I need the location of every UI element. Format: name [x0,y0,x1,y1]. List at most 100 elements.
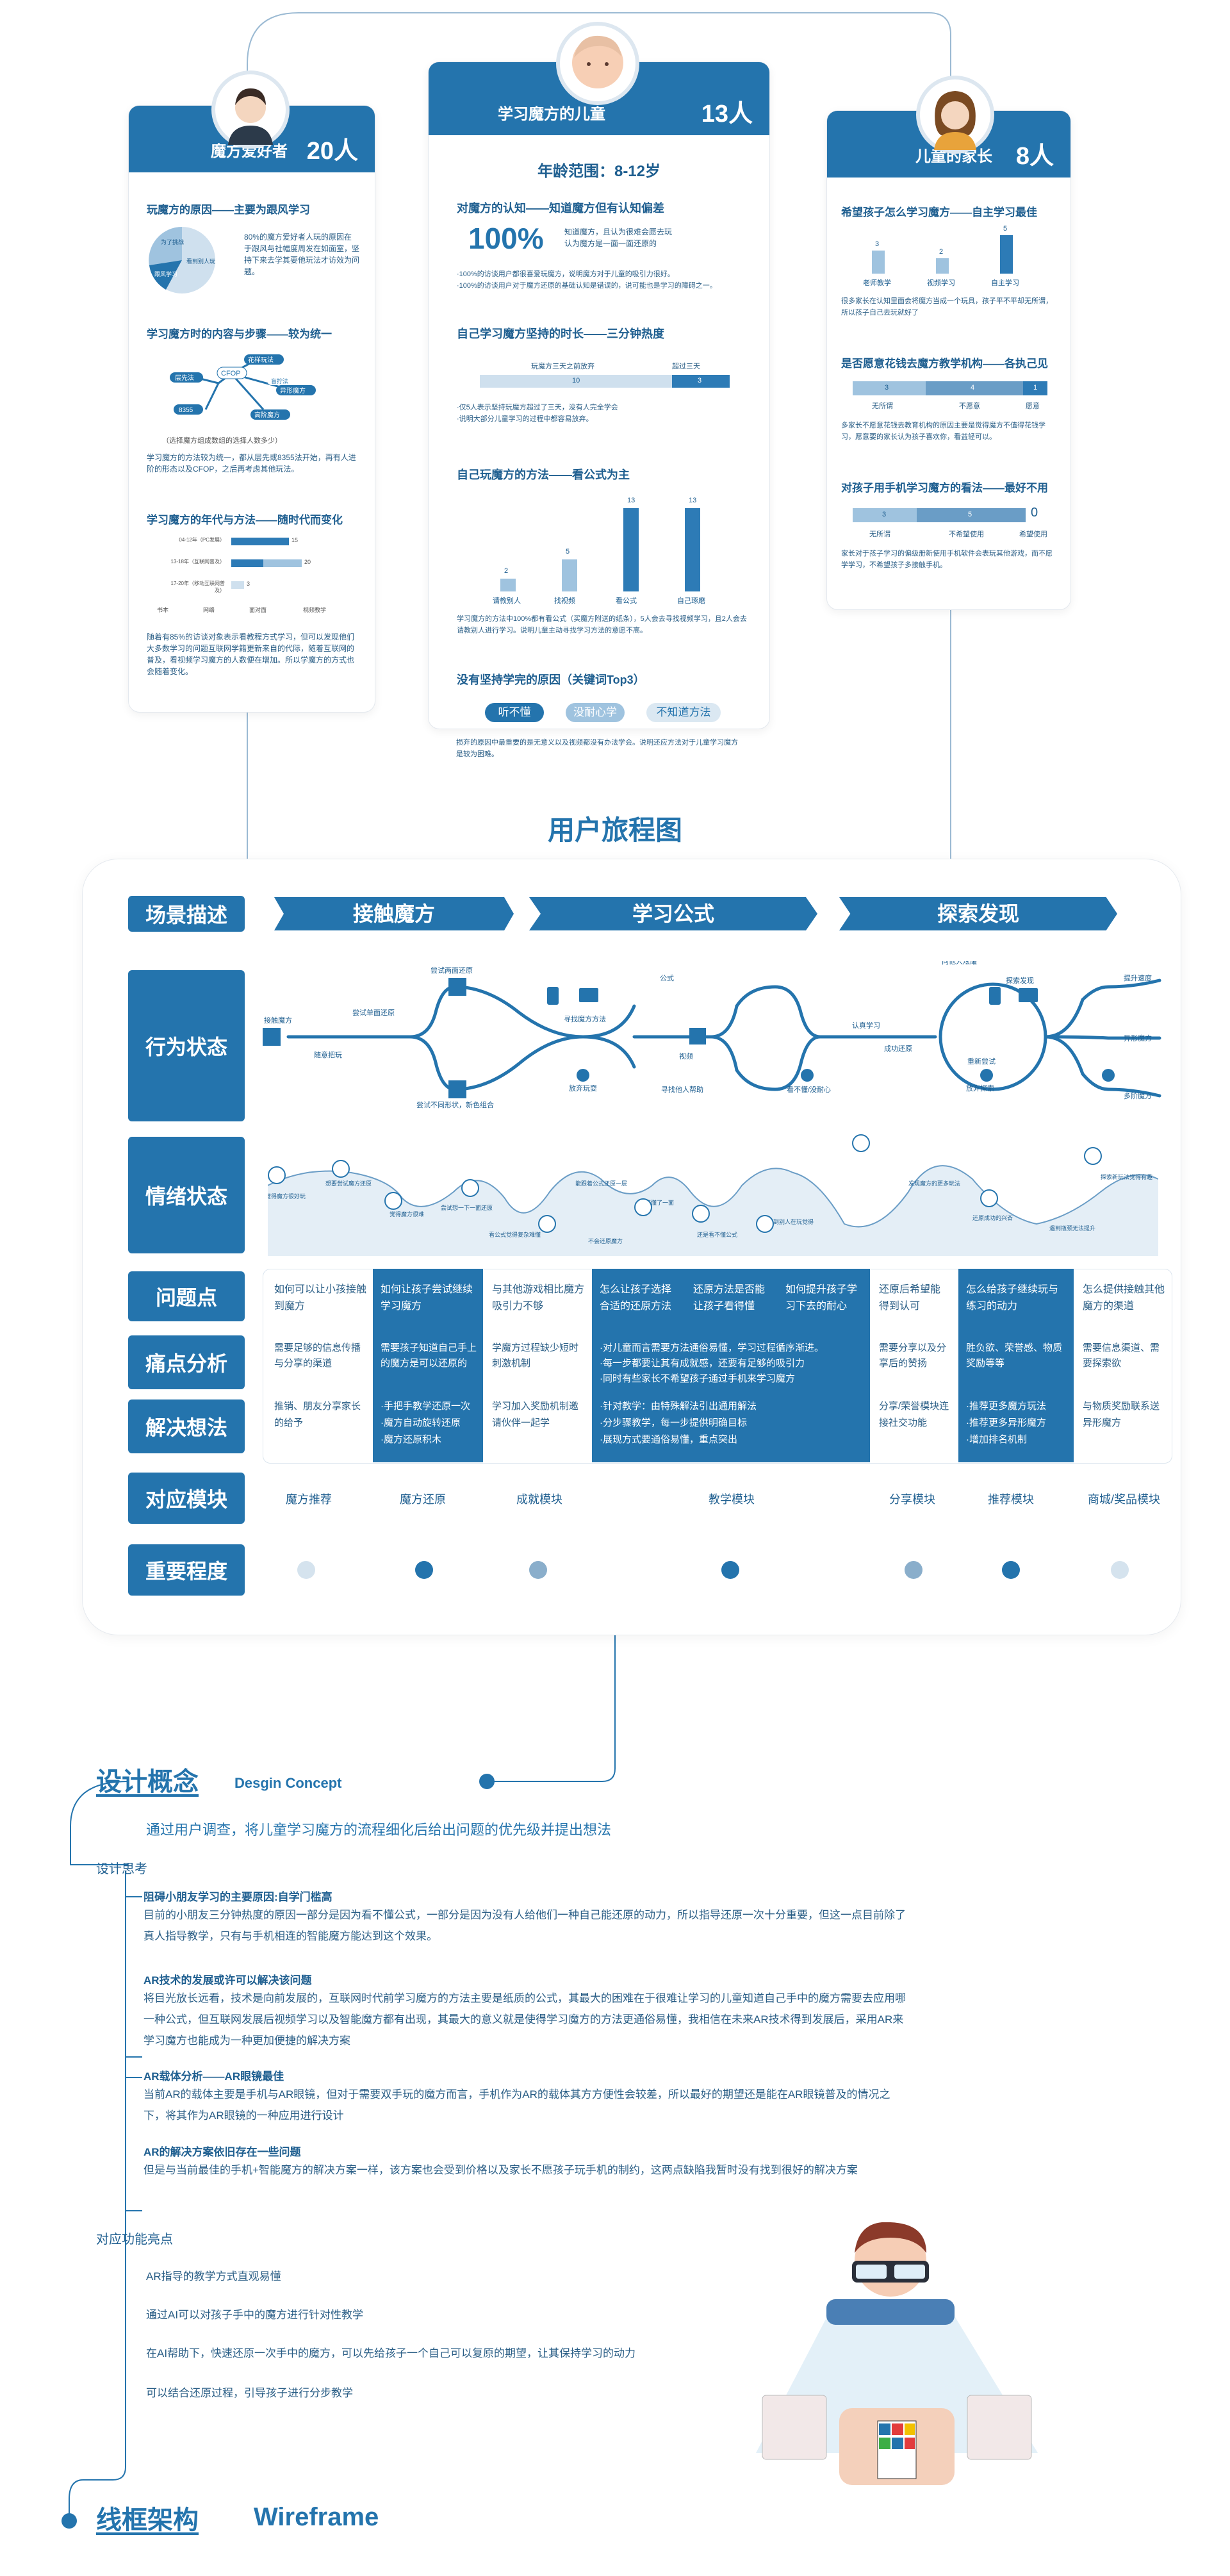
problem-cell: 还原后希望能得到认可 [879,1284,941,1312]
svg-text:异形魔方: 异形魔方 [280,386,306,395]
svg-text:还是看不懂公式: 还是看不懂公式 [697,1231,737,1238]
section-note: 损弃的原因中最重要的是无意义以及视频都没有办法学会。说明还应方法对于儿童学习魔方… [456,739,738,758]
pay-value: 4 [971,384,975,392]
emotion-face-icon [980,1189,998,1207]
pain-cell: 学魔方过程缺少短时刺激机制 [492,1342,579,1369]
svg-text:探索发现: 探索发现 [1006,976,1034,985]
phone-value: 0 [1031,506,1038,520]
age-range: 年龄范围：8-12岁 [537,163,661,180]
big-percent: 100% [468,222,544,255]
svg-text:寻找他人帮助: 寻找他人帮助 [661,1085,703,1094]
method-value: 13 [689,497,697,504]
phone-bar [853,508,917,522]
method-label: 找视频 [554,597,575,605]
keyword-tag: 没耐心学 [566,703,625,722]
svg-text:探索新玩法觉得有趣: 探索新玩法觉得有趣 [1101,1173,1152,1180]
importance-dot [721,1561,739,1579]
section-title: 玩魔方的原因——主要为跟风学习 [147,204,310,216]
svg-text:尝试想一下一面还原: 尝试想一下一面还原 [441,1204,493,1211]
learning-bar [936,258,949,274]
svg-text:寻找魔方方法: 寻找魔方方法 [564,1014,606,1023]
svg-text:看公式觉得复杂难懂: 看公式觉得复杂难懂 [489,1231,541,1238]
emotion-face-icon [332,1160,350,1178]
persona-card-hobbyist: 魔方爱好者 20人 玩魔方的原因——主要为跟风学习 为了挑战 跟风学习 看到别人… [128,105,375,713]
idea-cell: 学习加入奖励机制邀请伙伴一起学 [492,1401,579,1428]
section-text: 80%的魔方爱好者人玩的原因在于跟风与社幅度周发在如面室，坚持下来去学其要他玩法… [244,233,360,276]
emotion-face-icon [1084,1147,1102,1165]
importance-dot [905,1561,922,1579]
module-label: 分享模块 [889,1493,935,1506]
pay-label: 不愿意 [959,402,980,410]
problem-cell: 还原方法是否能让孩子看得懂 [693,1284,766,1312]
row-label-problem: 问题点 [128,1271,245,1321]
section-note: 家长对于孩子学习的偏级册新使用手机软件会表玩其他游戏，而不愿学学习，不希望孩子多… [841,550,1053,569]
journey-title: 用户旅程图 [547,815,682,845]
pain-cell: 胜负欲、荣誉感、物质奖励等等 [966,1342,1063,1369]
section-title: 自己玩魔方的方法——看公式为主 [457,468,630,481]
pay-bar [853,381,926,395]
phone-bar [917,508,1026,522]
idea-cell: ·手把手教学还原一次 ·魔方自动旋转还原 ·魔方还原积木 [381,1401,470,1445]
svg-text:花样玩法: 花样玩法 [248,356,274,364]
pain-cell: 需要足够的信息传播与分享的渠道 [274,1342,361,1369]
ar-glasses-illustration [756,2222,1038,2485]
emotion-face-icon [634,1198,652,1216]
bar-value: 3 [698,377,702,384]
svg-text:成功还原: 成功还原 [884,1044,912,1053]
feature-item: 通过AI可以对孩子手中的魔方进行针对性教学 [146,2309,364,2321]
wireframe-title: 线框架构 [96,2506,199,2534]
svg-text:CFOP: CFOP [221,370,241,377]
feature-item: 可以结合还原过程，引导孩子进行分步教学 [146,2387,353,2399]
section-title: 学习魔方的年代与方法——随时代而变化 [147,514,343,526]
svg-text:看不懂了一面: 看不懂了一面 [639,1199,674,1206]
problem-cell: 如何让孩子尝试继续学习魔方 [381,1284,473,1312]
method-bar [562,559,577,591]
section-title: 学习魔方时的内容与步骤——较为统一 [147,328,332,340]
idea-cell: 与物质奖励联系送异形魔方 [1083,1401,1160,1428]
section-note: ·仅5人表示坚持玩魔方超过了三天，没有人完全学会 ·说明大部分儿童学习的过程中都… [457,404,618,423]
svg-text:向他人炫耀: 向他人炫耀 [942,961,977,966]
method-value: 2 [504,567,509,575]
learning-bar [1000,235,1013,274]
pay-value: 3 [885,384,889,392]
phone-value: 3 [882,511,887,518]
emotion-face-icon [461,1179,479,1197]
method-bar [623,508,639,591]
section-text: 学习魔方的方法较为统一，都从层先或8355法开始，再有人进阶的形态以及CFOP，… [147,453,356,474]
phone-label: 希望使用 [1019,531,1047,538]
idea-cell: ·推荐更多魔方玩法 ·推荐更多异形魔方 ·增加排名机制 [966,1401,1046,1445]
svg-text:尝试不同形状，新色组合: 尝试不同形状，新色组合 [416,1100,494,1109]
age-bar [231,581,244,589]
pain-cell: 需要孩子知道自己手上的魔方是可以还原的 [381,1342,477,1369]
pain-cell: 需要分享以及分享后的赞扬 [879,1342,947,1369]
timeline-node [479,1774,495,1789]
importance-dot [1111,1561,1129,1579]
bar-label: 超过三天 [672,363,700,370]
persona-card-child: 学习魔方的儿童 13人 年龄范围：8-12岁 对魔方的认知——知道魔方但有认知偏… [428,62,770,729]
feature-title: 对应功能亮点 [96,2233,173,2247]
age-label: 13-18年（互联网普及） [170,559,225,565]
thinking-point-heading: AR技术的发展或许可以解决该问题 [144,1974,312,1986]
reason-pie-chart: 为了挑战 跟风学习 看到别人玩 [149,227,215,293]
svg-text:公式: 公式 [660,974,674,982]
svg-text:尝试单面还原: 尝试单面还原 [352,1009,395,1017]
big-percent-text: 知道魔方，且认为很难会愿去玩 认为魔方是一面一面还原的 [564,227,673,248]
svg-text:发现魔方的更多玩法: 发现魔方的更多玩法 [908,1180,960,1187]
svg-text:想要尝试魔方还原: 想要尝试魔方还原 [325,1180,372,1187]
section-text: 随着有85%的访谈对象表示看教程方式学习，但可以发现他们大多数学习的问题互联网学… [147,632,355,676]
age-bar [231,559,263,567]
age-label: 04-12年（PC发展） [179,537,225,543]
legend-item: 面对面 [249,607,267,613]
highlight-column [373,1269,483,1462]
row-label-importance: 重要程度 [128,1544,245,1596]
pain-cell: 需要信息渠道、需要探索欲 [1083,1342,1160,1369]
idea-cell: ·针对教学：由特殊解法引出通用解法 ·分步骤教学，每一步提供明确目标 ·展现方式… [600,1401,757,1445]
avatar-child [556,22,639,105]
emotion-face-icon [268,1166,286,1184]
svg-text:看不懂/没耐心: 看不懂/没耐心 [787,1085,831,1094]
method-value: 13 [627,497,636,504]
stage-explore: 探索发现 [839,897,1117,930]
bar-value: 10 [572,377,580,384]
pain-cell: ·对儿童而言需要方法通俗易懂，学习过程循序渐进。 ·每一步都要让其有成就感，还要… [600,1342,824,1384]
